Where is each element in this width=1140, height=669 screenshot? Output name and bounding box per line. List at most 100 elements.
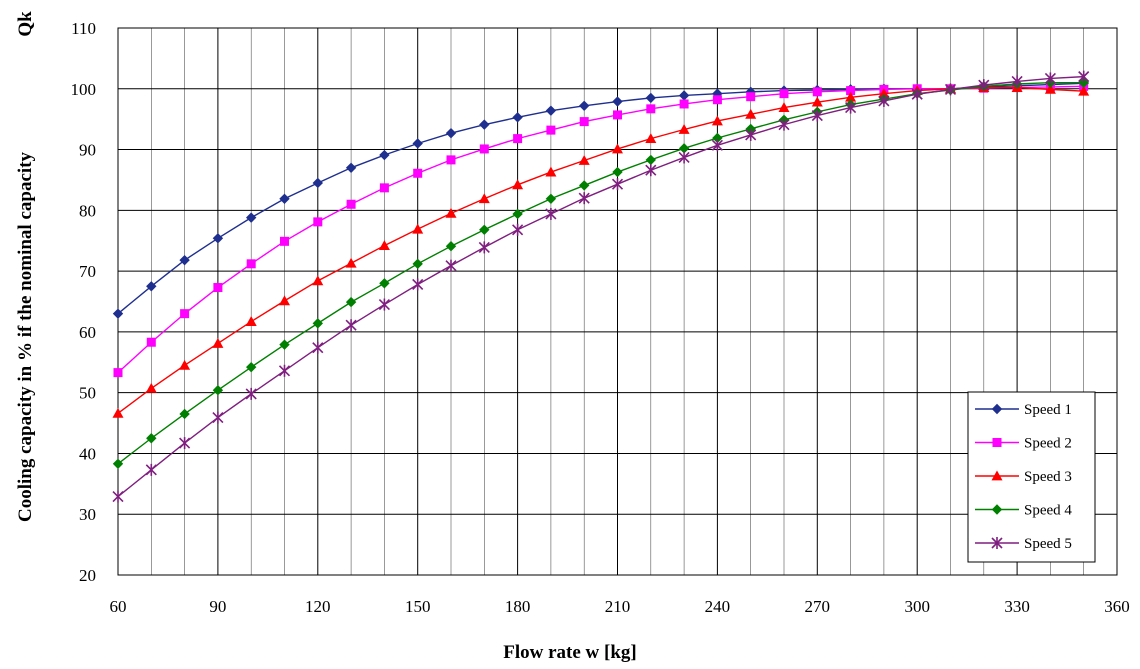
data-point (412, 223, 424, 234)
x-tick-label: 270 (805, 597, 831, 616)
x-tick-label: 60 (110, 597, 127, 616)
data-point (445, 127, 457, 139)
legend: Speed 1 Speed 2 Speed 3 Speed 4 Speed 5 (967, 391, 1096, 563)
legend-label: Speed 4 (1024, 503, 1072, 519)
data-point (712, 132, 723, 144)
data-point (811, 96, 823, 107)
grid-vertical (117, 28, 1118, 575)
series-layer (112, 70, 1090, 503)
data-point (212, 233, 224, 244)
data-point (212, 411, 224, 424)
legend-swatch-marker (991, 403, 1003, 415)
data-point (245, 316, 257, 326)
x-tick-label: 90 (209, 597, 226, 616)
data-point (213, 283, 223, 293)
legend-swatch-marker (992, 438, 1002, 447)
y-tick-label: 20 (79, 566, 96, 585)
data-point (513, 134, 523, 144)
data-point (579, 100, 590, 111)
data-point (379, 183, 389, 193)
data-point (678, 123, 690, 134)
data-point (545, 166, 557, 177)
series-3 (112, 82, 1090, 418)
data-point (579, 117, 589, 127)
data-point (278, 364, 291, 377)
data-point (280, 236, 289, 246)
legend-label: Speed 5 (1024, 536, 1072, 552)
data-point (1011, 75, 1023, 88)
series-line (117, 75, 1084, 498)
data-point (112, 308, 124, 319)
data-point (612, 143, 623, 154)
data-point (711, 139, 723, 152)
series-5 (112, 70, 1090, 503)
data-point (246, 259, 256, 269)
data-point (179, 437, 191, 450)
data-point (445, 259, 457, 272)
data-point (745, 128, 757, 141)
legend-swatch-marker (991, 537, 1003, 549)
data-point (878, 88, 890, 99)
y-tick-label: 30 (79, 505, 96, 524)
data-point (180, 309, 190, 319)
y-axis-symbol: Qk (15, 11, 36, 37)
data-point (978, 79, 990, 92)
data-point (613, 110, 622, 120)
data-point (312, 341, 324, 354)
data-point (312, 177, 323, 189)
x-tick-label: 150 (405, 597, 431, 616)
data-point (378, 298, 390, 311)
data-point (146, 281, 157, 292)
data-point (145, 463, 157, 476)
data-point (645, 154, 656, 166)
data-point (678, 151, 690, 164)
data-point (612, 166, 623, 178)
data-point (312, 318, 323, 329)
data-point (679, 99, 689, 109)
data-point (279, 295, 290, 306)
data-point (446, 155, 456, 165)
y-axis-title: Cooling capacity in % if the nominal cap… (15, 152, 36, 522)
data-point (212, 337, 224, 348)
data-point (312, 275, 324, 286)
data-point (579, 180, 590, 191)
data-point (812, 87, 822, 97)
data-point (378, 240, 390, 250)
data-point (678, 143, 690, 154)
x-tick-label: 240 (705, 597, 731, 616)
data-point (545, 193, 557, 204)
legend-swatch-marker (991, 470, 1003, 481)
x-tick-label: 360 (1104, 597, 1130, 616)
data-point (413, 168, 423, 178)
x-tick-labels: 60 90 120 150 180 210 240 270 300 330 360 (110, 597, 1130, 616)
data-point (113, 368, 123, 378)
x-tick-label: 330 (1004, 597, 1030, 616)
data-point (179, 359, 191, 370)
legend-item-3: Speed 3 (975, 469, 1072, 485)
data-point (646, 104, 656, 114)
data-point (512, 223, 524, 236)
data-point (779, 89, 789, 99)
data-point (811, 109, 823, 122)
legend-label: Speed 1 (1024, 402, 1072, 418)
data-point (345, 162, 357, 173)
data-point (379, 278, 390, 289)
plot-area-frame (117, 27, 1118, 576)
data-point (645, 92, 656, 104)
data-point (346, 199, 356, 209)
data-point (1078, 85, 1090, 96)
data-point (479, 144, 489, 154)
data-point (944, 83, 957, 96)
legend-item-1: Speed 1 (975, 402, 1072, 418)
data-point (745, 123, 756, 135)
y-tick-label: 80 (79, 201, 96, 220)
x-tick-label: 120 (305, 597, 331, 616)
data-point (146, 433, 157, 444)
y-tick-label: 40 (79, 444, 96, 463)
data-point (745, 86, 756, 98)
x-axis-title: Flow rate w [kg] (503, 642, 637, 663)
y-tick-labels: 20 30 40 50 60 70 80 90 100 110 (71, 19, 97, 585)
data-point (1078, 70, 1090, 83)
data-point (512, 208, 523, 220)
data-point (179, 254, 190, 266)
